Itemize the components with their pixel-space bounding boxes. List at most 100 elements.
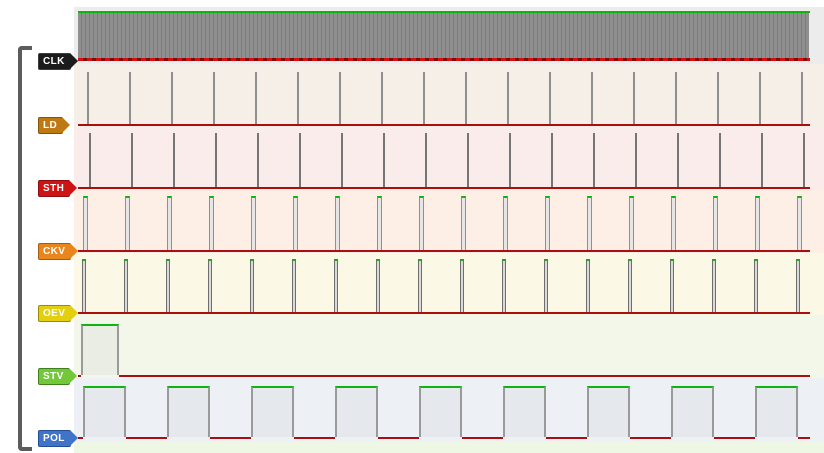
signal-label-pol[interactable]: POL xyxy=(38,430,78,447)
pulse xyxy=(299,133,301,187)
pulse xyxy=(213,72,215,124)
high-pulse xyxy=(167,386,210,437)
pulse xyxy=(208,259,212,312)
pulse xyxy=(383,133,385,187)
pulse xyxy=(124,259,128,312)
pulse xyxy=(381,72,383,124)
high-pulse xyxy=(755,386,798,437)
pulse xyxy=(297,72,299,124)
pulse xyxy=(334,259,338,312)
baseline-ld xyxy=(78,124,810,126)
signal-row-sth xyxy=(74,127,824,190)
tag-arrow-icon xyxy=(70,243,79,259)
pulse xyxy=(467,133,469,187)
signal-label-ld[interactable]: LD xyxy=(38,117,71,134)
pulse xyxy=(255,72,257,124)
pulse xyxy=(586,259,590,312)
pulse xyxy=(423,72,425,124)
signal-label-text: CKV xyxy=(43,245,66,257)
pulse xyxy=(377,196,382,250)
pulse xyxy=(129,72,131,124)
pulse xyxy=(635,133,637,187)
next-row-strip xyxy=(74,441,824,453)
signal-label-text: OEV xyxy=(43,307,66,319)
pulse xyxy=(670,259,674,312)
pulse xyxy=(376,259,380,312)
pulse xyxy=(549,72,551,124)
pulse xyxy=(339,72,341,124)
pulse xyxy=(335,196,340,250)
pulse xyxy=(629,196,634,250)
high-pulse xyxy=(251,386,294,437)
baseline-low-pol xyxy=(378,437,419,439)
tag-arrow-icon xyxy=(68,368,77,384)
pulse xyxy=(460,259,464,312)
pulse xyxy=(712,259,716,312)
tag-arrow-icon xyxy=(69,430,78,446)
baseline-low-pol xyxy=(210,437,251,439)
pulse xyxy=(803,133,805,187)
signal-label-text: STV xyxy=(43,370,64,382)
pulse xyxy=(628,259,632,312)
high-pulse xyxy=(671,386,714,437)
signal-label-text: LD xyxy=(43,119,58,131)
pulse xyxy=(292,259,296,312)
pulse xyxy=(341,133,343,187)
tag-arrow-icon xyxy=(69,180,78,196)
pulse xyxy=(675,72,677,124)
pulse xyxy=(215,133,217,187)
pulse xyxy=(754,259,758,312)
pulse xyxy=(507,72,509,124)
pulse xyxy=(465,72,467,124)
signal-label-stv[interactable]: STV xyxy=(38,368,77,385)
pulse xyxy=(209,196,214,250)
signal-row-ld xyxy=(74,64,824,127)
signal-label-text: STH xyxy=(43,182,65,194)
high-pulse xyxy=(503,386,546,437)
signal-row-stv xyxy=(74,315,824,378)
baseline-low-pol xyxy=(630,437,671,439)
pulse xyxy=(509,133,511,187)
signal-label-oev[interactable]: OEV xyxy=(38,305,79,322)
baseline-low-stv xyxy=(119,375,810,377)
high-pulse xyxy=(81,324,119,375)
pulse xyxy=(89,133,91,187)
pulse xyxy=(503,196,508,250)
baseline-low-pol xyxy=(798,437,810,439)
pulse xyxy=(461,196,466,250)
pulse xyxy=(796,259,800,312)
pulse xyxy=(502,259,506,312)
clk-dense-block xyxy=(78,13,809,58)
baseline-low-pol xyxy=(462,437,503,439)
high-pulse xyxy=(335,386,378,437)
signal-label-text: POL xyxy=(43,432,65,444)
pulse xyxy=(587,196,592,250)
pulse xyxy=(83,196,88,250)
pulse xyxy=(593,133,595,187)
pulse xyxy=(171,72,173,124)
pulse xyxy=(633,72,635,124)
clk-low-dashed-line xyxy=(78,58,810,61)
high-pulse xyxy=(83,386,126,437)
pulse xyxy=(167,196,172,250)
baseline-low-pol xyxy=(126,437,167,439)
pulse xyxy=(87,72,89,124)
signal-label-clk[interactable]: CLK xyxy=(38,53,78,70)
high-pulse xyxy=(587,386,630,437)
baseline-low-pol xyxy=(78,437,83,439)
baseline-sth xyxy=(78,187,810,189)
pulse xyxy=(759,72,761,124)
pulse xyxy=(717,72,719,124)
pulse xyxy=(82,259,86,312)
signal-label-sth[interactable]: STH xyxy=(38,180,78,197)
pulse xyxy=(719,133,721,187)
pulse xyxy=(761,133,763,187)
signal-label-text: CLK xyxy=(43,55,65,67)
signal-label-ckv[interactable]: CKV xyxy=(38,243,79,260)
group-bracket[interactable] xyxy=(18,46,32,451)
pulse xyxy=(671,196,676,250)
pulse xyxy=(293,196,298,250)
pulse xyxy=(591,72,593,124)
baseline-low-pol xyxy=(546,437,587,439)
signal-row-oev xyxy=(74,253,824,315)
